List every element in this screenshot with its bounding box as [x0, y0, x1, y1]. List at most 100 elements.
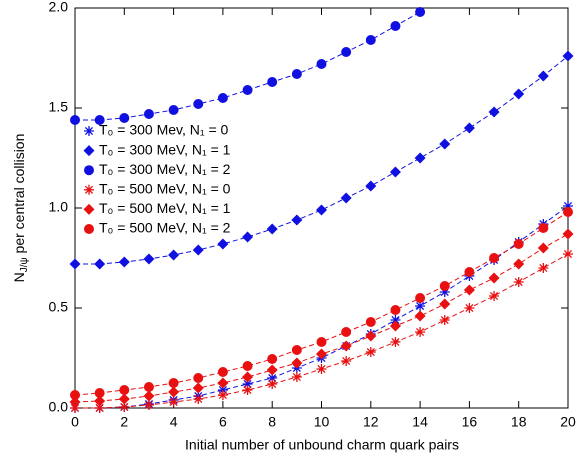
x-axis-label: Initial number of unbound charm quark pa…: [185, 437, 459, 453]
marker: [84, 184, 94, 195]
x-tick-label: 0: [71, 414, 79, 430]
marker: [69, 396, 81, 408]
marker: [143, 109, 154, 119]
marker: [83, 145, 95, 157]
series-line: [75, 205, 569, 409]
marker: [439, 281, 450, 291]
marker: [488, 106, 500, 118]
marker: [143, 253, 155, 265]
marker: [513, 239, 524, 249]
marker: [267, 373, 278, 383]
marker: [464, 303, 475, 313]
marker: [341, 327, 352, 337]
marker: [94, 388, 105, 398]
marker: [439, 287, 450, 297]
marker: [291, 214, 303, 226]
marker: [390, 315, 401, 325]
marker: [390, 21, 401, 31]
series-line: [75, 11, 421, 121]
marker: [415, 7, 426, 17]
marker: [217, 367, 228, 377]
marker: [94, 403, 105, 413]
x-tick-label: 16: [462, 414, 478, 430]
marker: [119, 402, 130, 412]
marker: [316, 59, 327, 69]
x-tick-label: 10: [314, 414, 330, 430]
marker: [192, 244, 204, 256]
marker: [94, 395, 106, 407]
marker: [563, 249, 573, 259]
marker: [84, 165, 94, 176]
marker: [341, 47, 352, 57]
marker: [118, 256, 130, 268]
marker: [415, 301, 426, 311]
marker: [168, 397, 179, 407]
marker: [365, 317, 376, 327]
x-tick-label: 8: [268, 414, 276, 430]
marker: [439, 315, 450, 325]
y-label-sub: J/ψ: [19, 257, 30, 272]
marker: [414, 152, 426, 164]
marker: [513, 88, 525, 100]
marker: [70, 390, 80, 400]
marker: [316, 337, 327, 347]
series-line: [75, 55, 569, 265]
x-tick-label: 14: [412, 414, 428, 430]
marker: [118, 393, 130, 405]
marker: [84, 224, 94, 234]
marker: [365, 330, 377, 342]
x-tick-label: 12: [363, 414, 379, 430]
x-tick-label: 20: [560, 414, 576, 430]
marker: [267, 354, 278, 364]
marker: [242, 85, 253, 95]
marker: [340, 192, 352, 204]
marker: [562, 50, 574, 62]
marker: [193, 99, 204, 109]
marker: [390, 305, 401, 315]
y-tick-label: 0.5: [49, 299, 69, 315]
marker: [365, 180, 377, 192]
marker: [538, 223, 549, 233]
marker: [415, 293, 426, 303]
marker: [489, 253, 500, 263]
marker: [168, 386, 180, 398]
legend-label: T₀ = 500 MeV, N₁ = 0: [99, 181, 231, 197]
marker: [193, 373, 204, 383]
marker: [94, 258, 106, 270]
marker: [291, 69, 302, 79]
y-label-part: N: [11, 272, 27, 282]
legend-label: T₀ = 300 Mev, N₁ = 0: [99, 122, 229, 138]
marker: [143, 390, 155, 402]
marker: [439, 138, 451, 150]
marker: [389, 166, 401, 178]
x-tick-label: 6: [219, 414, 227, 430]
marker: [513, 277, 524, 287]
marker: [390, 337, 401, 347]
marker: [389, 320, 401, 332]
marker: [562, 228, 574, 240]
legend-label: T₀ = 300 MeV, N₁ = 1: [99, 141, 231, 157]
marker: [242, 361, 253, 371]
marker: [94, 115, 105, 125]
legend-label: T₀ = 500 MeV, N₁ = 2: [99, 220, 231, 236]
marker: [537, 242, 549, 254]
marker: [217, 93, 228, 103]
marker: [119, 385, 130, 395]
marker: [316, 348, 327, 360]
legend-label: T₀ = 500 MeV, N₁ = 1: [99, 200, 231, 216]
marker: [563, 201, 573, 211]
marker: [538, 263, 549, 273]
marker: [266, 223, 278, 235]
marker: [119, 113, 130, 123]
x-tick-label: 2: [120, 414, 128, 430]
y-tick-label: 0.0: [49, 399, 69, 415]
marker: [365, 35, 376, 45]
marker: [69, 258, 81, 270]
marker: [217, 377, 229, 389]
y-tick-label: 1.5: [49, 99, 69, 115]
marker: [70, 115, 80, 125]
legend-label: T₀ = 300 MeV, N₁ = 2: [99, 161, 231, 177]
marker: [463, 122, 475, 134]
